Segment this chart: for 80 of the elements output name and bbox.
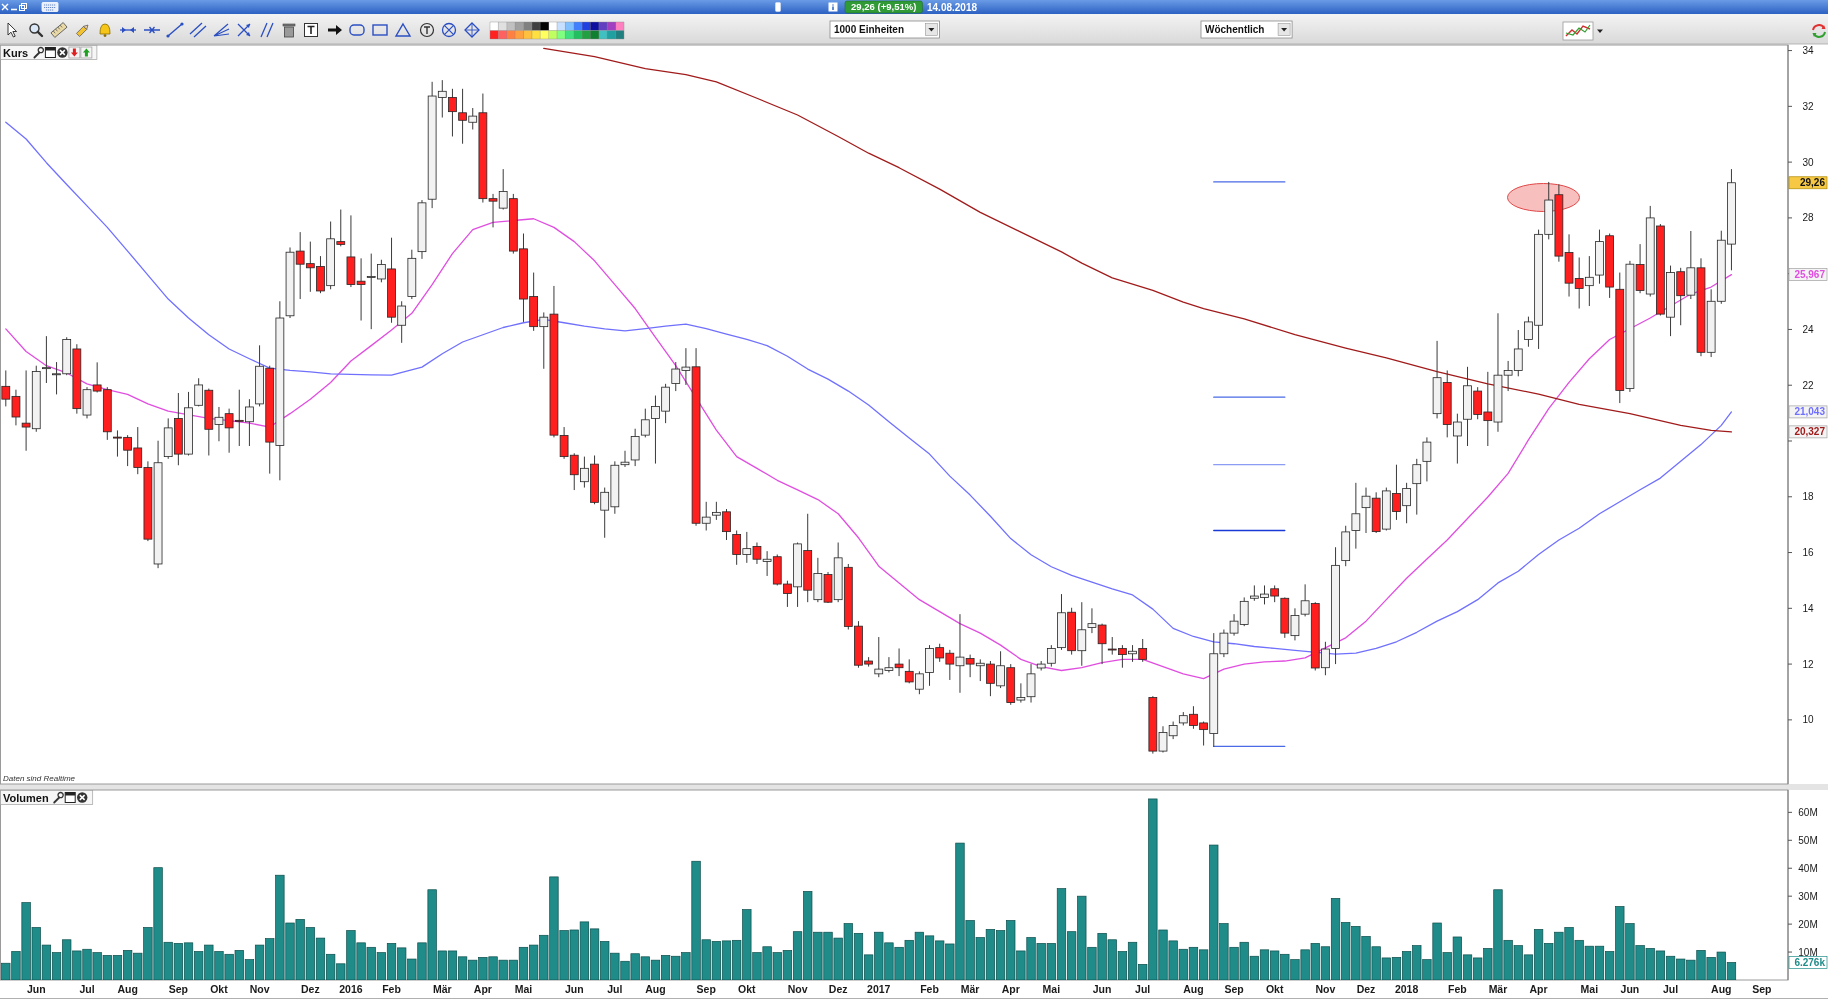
x-tick-label: Sep: [168, 983, 188, 995]
candlestick: [630, 428, 640, 467]
line-series: [543, 47, 1733, 433]
x-tick-label: Sep: [1752, 983, 1772, 995]
y-tick-label: 18: [1802, 491, 1814, 503]
text: 25,967: [1794, 269, 1826, 281]
chart-title: Kurs: [3, 46, 29, 59]
x-tick-label: Jun: [1092, 983, 1112, 995]
x-tick-label: Jun: [26, 983, 46, 995]
annotation: Daten sind Realtime: [3, 774, 76, 783]
x-tick-label: Jul: [607, 983, 623, 995]
x-tick-label: Feb: [920, 983, 939, 995]
x-tick-label: 2017: [867, 983, 891, 995]
y-tick-label: 34: [1802, 45, 1814, 57]
x-tick-label: Mai: [1580, 983, 1599, 995]
candlestick: [42, 335, 51, 384]
x-tick-label: Dez: [828, 983, 848, 995]
x-tick-label: Dez: [300, 983, 320, 995]
x-tick-label: Sep: [696, 983, 716, 995]
x-tick-label: Jul: [79, 983, 95, 995]
x-tick-label: Aug: [1183, 983, 1204, 995]
x-tick-label: Jun: [1620, 983, 1640, 995]
y-tick-label: 30: [1802, 156, 1814, 168]
x-tick-label: Mai: [514, 983, 533, 995]
y-tick-label: 28: [1802, 212, 1814, 224]
x-tick-label: Mai: [1042, 983, 1061, 995]
y-tick-label: 12: [1802, 658, 1814, 670]
y-tick-label: 20M: [1798, 918, 1818, 930]
x-tick-label: Feb: [1448, 983, 1467, 995]
line-series: [5, 121, 1733, 655]
candlestick: [1351, 482, 1361, 550]
x-tick-label: Mär: [1488, 983, 1508, 995]
x-tick-label: Aug: [645, 983, 666, 995]
x-tick-label: Jul: [1662, 983, 1679, 995]
y-tick-label: 22: [1802, 379, 1814, 391]
x-tick-label: Mär: [960, 983, 980, 995]
y-tick-label: 40M: [1798, 862, 1818, 874]
y-tick-label: 30M: [1798, 890, 1818, 902]
text: 29,26 (+9,51%): [851, 1, 917, 13]
x-tick-label: Feb: [382, 983, 401, 995]
x-tick-label: Okt: [210, 983, 229, 995]
text: 6.276k: [1794, 956, 1826, 968]
x-tick-label: Dez: [1356, 983, 1376, 995]
x-tick-label: 2016: [339, 983, 363, 995]
x-tick-label: Apr: [473, 983, 492, 995]
x-tick-label: Nov: [1315, 983, 1336, 995]
x-tick-label: 2018: [1394, 983, 1419, 995]
x-tick-label: Jul: [1135, 983, 1151, 995]
text: Wöchentlich: [1205, 24, 1265, 35]
text: 21,043: [1794, 406, 1826, 418]
x-tick-label: Nov: [249, 983, 270, 995]
y-tick-label: 24: [1802, 323, 1814, 335]
y-tick-label: 10M: [1798, 946, 1818, 958]
x-tick-label: Apr: [1001, 983, 1020, 995]
candlestick: [1026, 663, 1036, 704]
y-tick-label: 10: [1802, 714, 1814, 726]
x-tick-label: Aug: [117, 983, 138, 995]
x-tick-label: Jun: [564, 983, 584, 995]
y-tick-label: 60M: [1798, 806, 1818, 818]
x-tick-label: Apr: [1529, 983, 1548, 995]
x-tick-label: Aug: [1711, 983, 1732, 995]
x-tick-label: Okt: [738, 983, 757, 995]
y-tick-label: 16: [1802, 547, 1814, 559]
candlestick: [640, 408, 650, 438]
x-tick-label: Mär: [432, 983, 452, 995]
text: 14.08.2018: [927, 1, 978, 13]
candlestick: [1412, 458, 1422, 516]
x-tick-label: Nov: [787, 983, 808, 995]
y-tick-label: 50M: [1798, 834, 1818, 846]
text: 20,327: [1794, 426, 1826, 438]
text: 1000 Einheiten: [834, 24, 905, 35]
x-tick-label: Sep: [1224, 983, 1244, 995]
line-series: [5, 218, 1733, 680]
y-tick-label: 14: [1802, 602, 1814, 614]
chart-title: Volumen: [3, 791, 49, 804]
y-tick-label: 32: [1802, 100, 1814, 112]
text: 29,26: [1799, 177, 1826, 189]
x-tick-label: Okt: [1265, 983, 1284, 995]
candlestick: [620, 450, 630, 468]
candlestick: [1422, 436, 1432, 482]
